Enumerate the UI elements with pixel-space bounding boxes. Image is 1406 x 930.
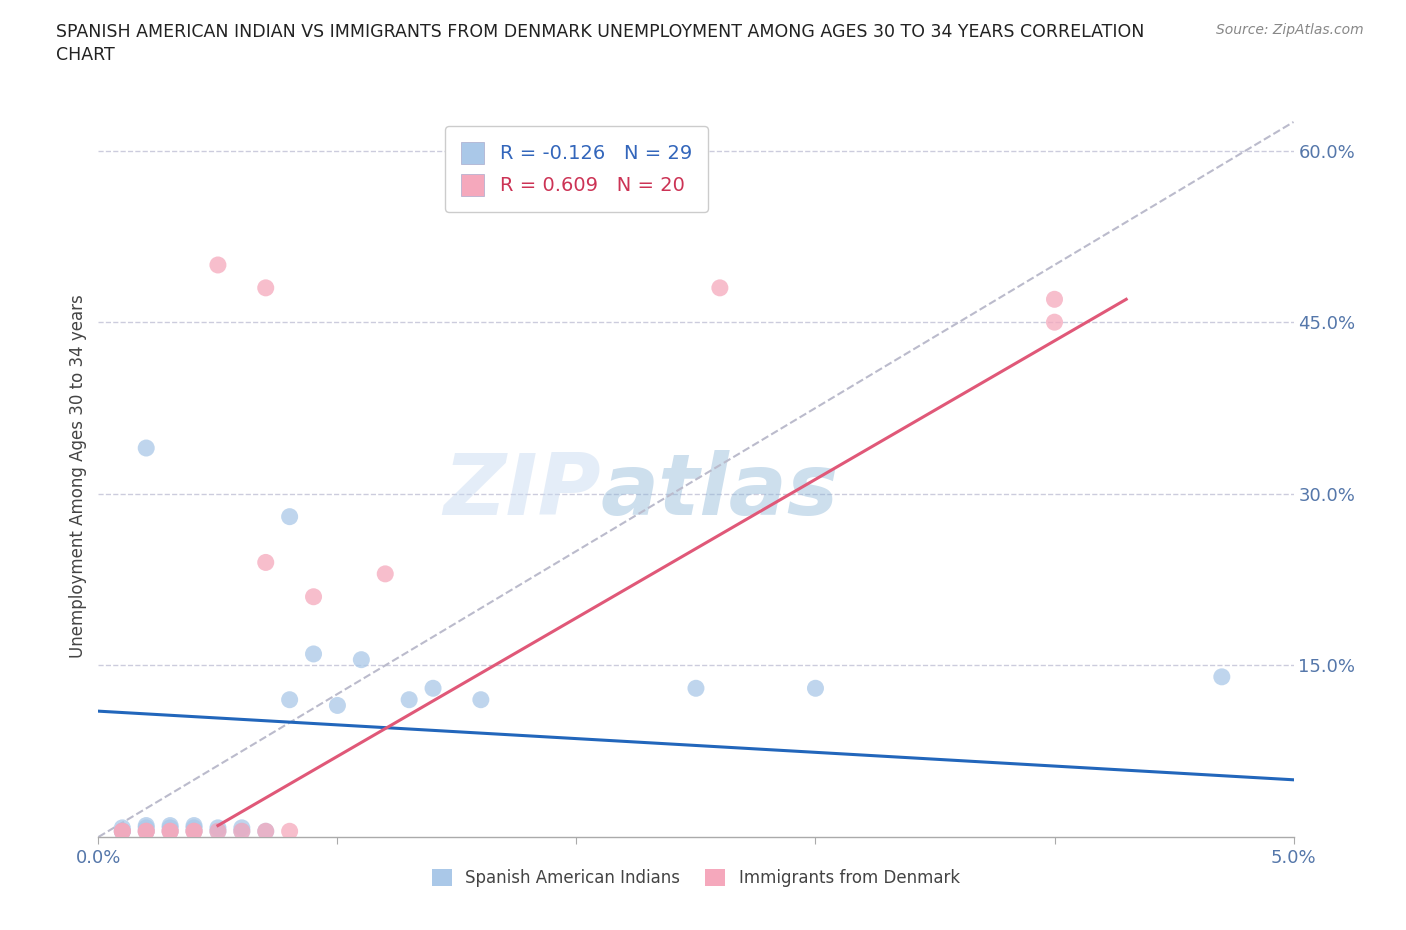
Point xyxy=(135,818,157,833)
Point xyxy=(231,820,253,835)
Point xyxy=(207,820,229,835)
Point xyxy=(135,824,157,839)
Point xyxy=(159,824,181,839)
Point xyxy=(278,510,301,525)
Point xyxy=(111,824,134,839)
Point xyxy=(111,824,134,839)
Point xyxy=(1211,670,1233,684)
Point xyxy=(231,824,253,839)
Point xyxy=(350,652,373,667)
Point xyxy=(278,824,301,839)
Point xyxy=(135,824,157,839)
Point xyxy=(135,820,157,835)
Point xyxy=(254,824,277,839)
Point xyxy=(470,692,492,707)
Point xyxy=(159,824,181,839)
Point xyxy=(231,824,253,839)
Text: Source: ZipAtlas.com: Source: ZipAtlas.com xyxy=(1216,23,1364,37)
Point xyxy=(709,281,731,296)
Point xyxy=(254,281,277,296)
Text: atlas: atlas xyxy=(600,449,838,533)
Point xyxy=(183,818,205,833)
Point xyxy=(111,820,134,835)
Point xyxy=(159,820,181,835)
Point xyxy=(135,824,157,839)
Point xyxy=(685,681,707,696)
Point xyxy=(1043,292,1066,307)
Point xyxy=(254,555,277,570)
Y-axis label: Unemployment Among Ages 30 to 34 years: Unemployment Among Ages 30 to 34 years xyxy=(69,295,87,658)
Text: ZIP: ZIP xyxy=(443,449,600,533)
Text: SPANISH AMERICAN INDIAN VS IMMIGRANTS FROM DENMARK UNEMPLOYMENT AMONG AGES 30 TO: SPANISH AMERICAN INDIAN VS IMMIGRANTS FR… xyxy=(56,23,1144,41)
Point xyxy=(398,692,420,707)
Point xyxy=(183,824,205,839)
Point xyxy=(374,566,396,581)
Point xyxy=(159,818,181,833)
Point xyxy=(207,824,229,839)
Point xyxy=(207,824,229,839)
Point xyxy=(159,824,181,839)
Point xyxy=(804,681,827,696)
Point xyxy=(183,824,205,839)
Point xyxy=(111,824,134,839)
Point xyxy=(135,441,157,456)
Point xyxy=(183,824,205,839)
Point xyxy=(302,646,325,661)
Point xyxy=(207,258,229,272)
Point xyxy=(422,681,444,696)
Point xyxy=(278,692,301,707)
Point xyxy=(254,824,277,839)
Point xyxy=(326,698,349,713)
Legend: Spanish American Indians, Immigrants from Denmark: Spanish American Indians, Immigrants fro… xyxy=(426,862,966,894)
Point xyxy=(111,824,134,839)
Point xyxy=(1043,314,1066,329)
Point xyxy=(302,590,325,604)
Text: CHART: CHART xyxy=(56,46,115,64)
Point xyxy=(183,820,205,835)
